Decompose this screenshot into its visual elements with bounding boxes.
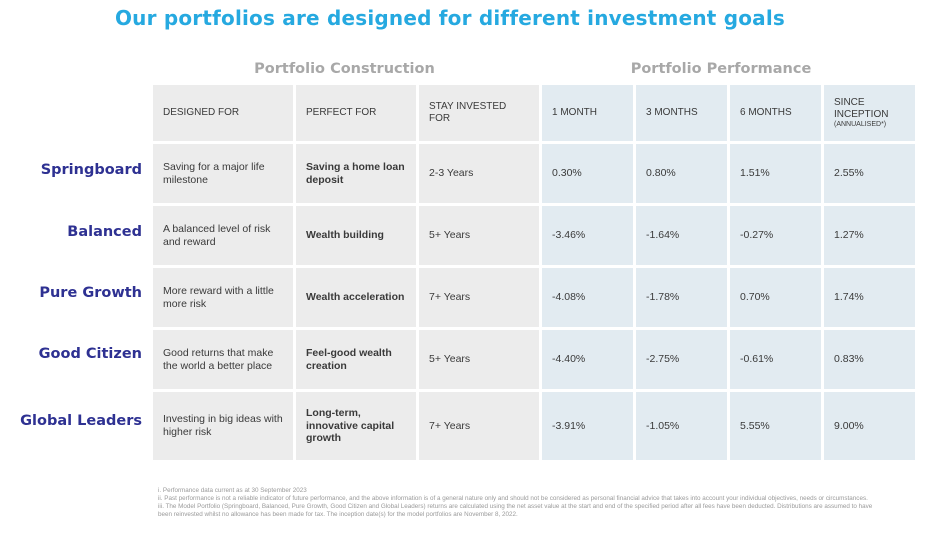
header-designed-for: DESIGNED FOR [153, 85, 293, 141]
header-1-month: 1 MONTH [542, 85, 633, 141]
header-since-inception-label: SINCE INCEPTION [834, 96, 889, 120]
cell-1-month: -4.08% [542, 268, 633, 327]
footnotes: i. Performance data current as at 30 Sep… [158, 487, 878, 518]
cell-6-months: -0.61% [730, 330, 821, 389]
cell-1-month: -4.40% [542, 330, 633, 389]
header-stay-invested: STAY INVESTED FOR [419, 85, 539, 141]
row-label-springboard: Springboard [40, 162, 142, 178]
cell-since-inception: 9.00% [824, 392, 915, 460]
cell-designed-for: Investing in big ideas with higher risk [153, 392, 293, 460]
group-heading-construction: Portfolio Construction [254, 61, 435, 77]
cell-stay-invested: 2-3 Years [419, 144, 539, 203]
portfolio-table: DESIGNED FOR PERFECT FOR STAY INVESTED F… [153, 85, 915, 460]
footnote: iii. The Model Portfolio (Springboard, B… [158, 502, 873, 518]
cell-1-month: -3.91% [542, 392, 633, 460]
cell-stay-invested: 5+ Years [419, 330, 539, 389]
cell-stay-invested: 7+ Years [419, 392, 539, 460]
cell-3-months: -1.78% [636, 268, 727, 327]
cell-perfect-for: Feel-good wealth creation [296, 330, 416, 389]
cell-since-inception: 1.27% [824, 206, 915, 265]
header-perfect-for: PERFECT FOR [296, 85, 416, 141]
cell-stay-invested: 7+ Years [419, 268, 539, 327]
cell-perfect-for: Long-term, innovative capital growth [296, 392, 416, 460]
cell-designed-for: Good returns that make the world a bette… [153, 330, 293, 389]
row-label-good-citizen: Good Citizen [38, 346, 142, 362]
cell-3-months: -1.64% [636, 206, 727, 265]
footnote: ii. Past performance is not a reliable i… [158, 494, 868, 502]
cell-designed-for: More reward with a little more risk [153, 268, 293, 327]
cell-3-months: -1.05% [636, 392, 727, 460]
header-3-months: 3 MONTHS [636, 85, 727, 141]
cell-6-months: 5.55% [730, 392, 821, 460]
cell-since-inception: 0.83% [824, 330, 915, 389]
cell-since-inception: 2.55% [824, 144, 915, 203]
cell-1-month: 0.30% [542, 144, 633, 203]
cell-designed-for: Saving for a major life milestone [153, 144, 293, 203]
cell-perfect-for: Wealth acceleration [296, 268, 416, 327]
cell-6-months: 0.70% [730, 268, 821, 327]
group-heading-performance: Portfolio Performance [630, 61, 812, 77]
cell-6-months: -0.27% [730, 206, 821, 265]
cell-3-months: -2.75% [636, 330, 727, 389]
cell-1-month: -3.46% [542, 206, 633, 265]
header-since-inception-sub: (ANNUALISED*) [834, 120, 887, 128]
row-label-balanced: Balanced [67, 224, 142, 240]
row-label-pure-growth: Pure Growth [39, 285, 142, 301]
cell-designed-for: A balanced level of risk and reward [153, 206, 293, 265]
cell-6-months: 1.51% [730, 144, 821, 203]
footnote: i. Performance data current as at 30 Sep… [158, 487, 307, 494]
header-since-inception: SINCE INCEPTION (ANNUALISED*) [824, 85, 915, 141]
header-6-months: 6 MONTHS [730, 85, 821, 141]
cell-3-months: 0.80% [636, 144, 727, 203]
cell-perfect-for: Saving a home loan deposit [296, 144, 416, 203]
cell-since-inception: 1.74% [824, 268, 915, 327]
cell-stay-invested: 5+ Years [419, 206, 539, 265]
row-label-global-leaders: Global Leaders [20, 413, 142, 429]
page-title: Our portfolios are designed for differen… [114, 6, 786, 30]
cell-perfect-for: Wealth building [296, 206, 416, 265]
